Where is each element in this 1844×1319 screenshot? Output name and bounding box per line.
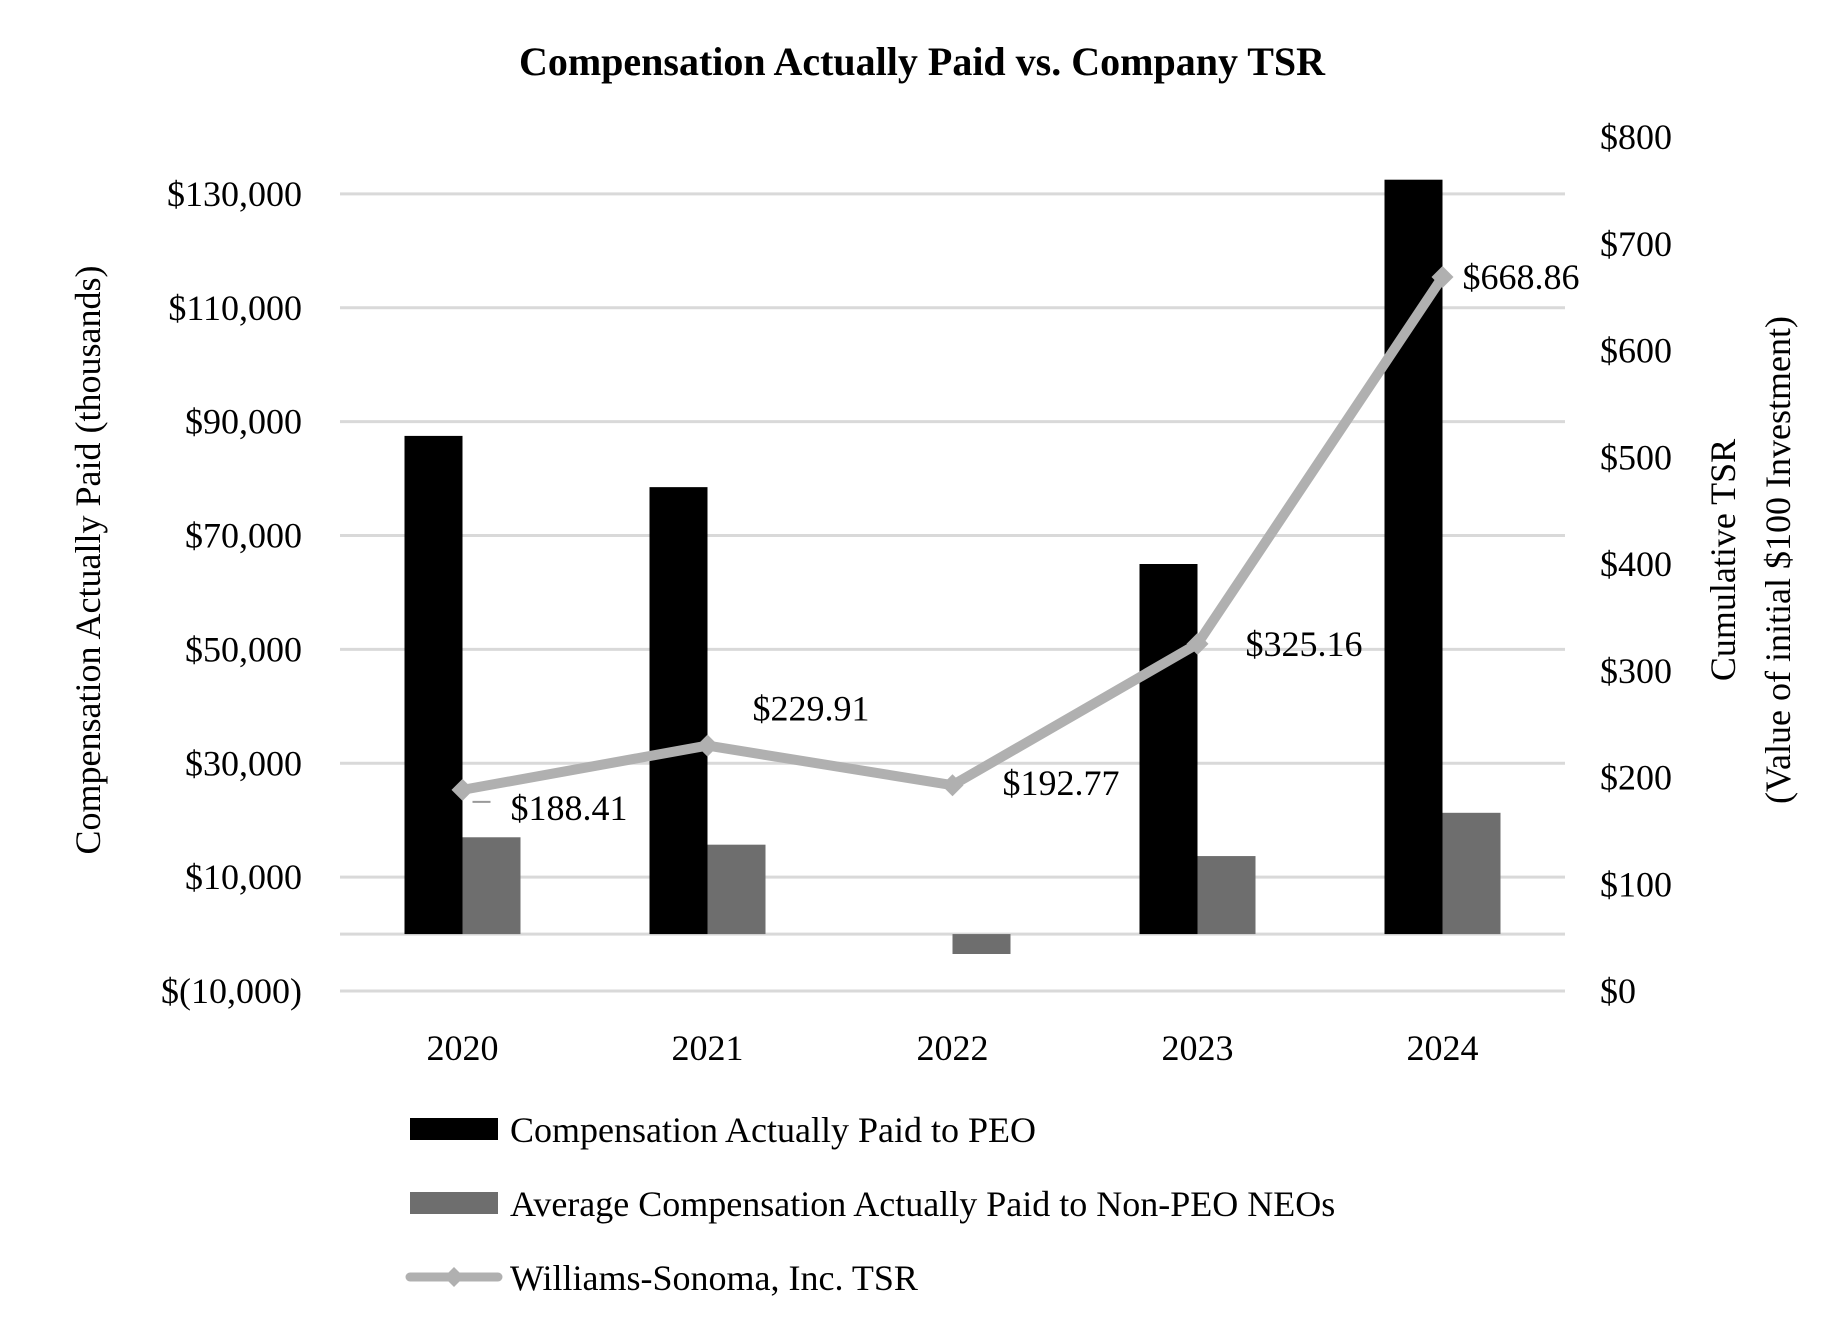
y-left-tick-label: $30,000 — [185, 743, 302, 783]
legend-swatch-non-peo — [410, 1192, 498, 1214]
legend-label-peo: Compensation Actually Paid to PEO — [510, 1110, 1036, 1150]
tsr-data-label: $192.77 — [1003, 763, 1120, 803]
bar-peo — [1384, 179, 1443, 935]
left-axis-ticks: $(10,000) $10,000 $30,000 $50,000 $70,000 $90… — [161, 174, 302, 1011]
y-right-tick-label: $0 — [1600, 971, 1636, 1011]
x-category-label: 2022 — [917, 1028, 989, 1068]
y-right-axis-label-line2: (Value of initial $100 Investment) — [1758, 316, 1798, 804]
tsr-series-line — [457, 271, 1448, 795]
chart-title: Compensation Actually Paid vs. Company T… — [519, 39, 1326, 84]
y-left-tick-label: $50,000 — [185, 629, 302, 669]
y-right-tick-label: $300 — [1600, 651, 1672, 691]
legend-label-non-peo: Average Compensation Actually Paid to No… — [510, 1184, 1335, 1224]
tsr-line: $188.41 $229.91 $192.77 $325.16 $668.86 — [451, 257, 1580, 828]
y-right-tick-label: $200 — [1600, 758, 1672, 798]
tsr-marker — [1186, 632, 1209, 655]
x-category-label: 2021 — [672, 1028, 744, 1068]
y-right-tick-label: $100 — [1600, 864, 1672, 904]
legend-swatch-peo — [410, 1118, 498, 1140]
tsr-data-label: $668.86 — [1463, 257, 1580, 297]
legend-label-tsr: Williams-Sonoma, Inc. TSR — [510, 1258, 918, 1298]
y-right-tick-label: $600 — [1600, 331, 1672, 371]
bars — [404, 179, 1501, 954]
tsr-marker — [941, 774, 964, 797]
y-right-tick-label: $800 — [1600, 117, 1672, 157]
x-category-label: 2023 — [1162, 1028, 1234, 1068]
x-category-label: 2020 — [427, 1028, 499, 1068]
y-left-tick-label: $110,000 — [168, 288, 302, 328]
legend: Compensation Actually Paid to PEO Averag… — [405, 1110, 1335, 1298]
y-right-tick-label: $500 — [1600, 437, 1672, 477]
category-labels: 2020 2021 2022 2023 2024 — [427, 1028, 1479, 1068]
y-left-tick-label: $90,000 — [185, 402, 302, 442]
bar-non-peo — [1197, 856, 1256, 935]
bar-peo — [649, 487, 708, 935]
y-left-axis-label: Compensation Actually Paid (thousands) — [68, 266, 108, 855]
bar-peo — [1139, 564, 1198, 935]
tsr-marker — [1431, 265, 1454, 288]
bar-non-peo — [707, 844, 766, 935]
right-axis-ticks: $0 $100 $200 $300 $400 $500 $600 $700 $800 — [1600, 117, 1672, 1011]
y-right-tick-label: $700 — [1600, 224, 1672, 264]
tsr-data-label: $325.16 — [1246, 624, 1363, 664]
y-left-tick-label: $(10,000) — [161, 971, 302, 1011]
bar-non-peo — [952, 934, 1011, 954]
gridlines — [340, 192, 1565, 993]
y-right-axis-label-line1: Cumulative TSR — [1703, 439, 1743, 681]
tsr-data-label: $188.41 — [511, 788, 628, 828]
y-right-tick-label: $400 — [1600, 544, 1672, 584]
y-left-tick-label: $130,000 — [167, 174, 302, 214]
tsr-marker — [696, 734, 719, 757]
y-left-tick-label: $70,000 — [185, 516, 302, 556]
tsr-marker — [451, 778, 474, 801]
legend-swatch-tsr-marker — [444, 1267, 464, 1287]
bar-non-peo — [1442, 812, 1501, 935]
x-category-label: 2024 — [1407, 1028, 1479, 1068]
y-left-tick-label: $10,000 — [185, 857, 302, 897]
tsr-data-label: $229.91 — [753, 689, 870, 729]
bar-peo — [404, 435, 463, 935]
bar-non-peo — [462, 837, 521, 935]
